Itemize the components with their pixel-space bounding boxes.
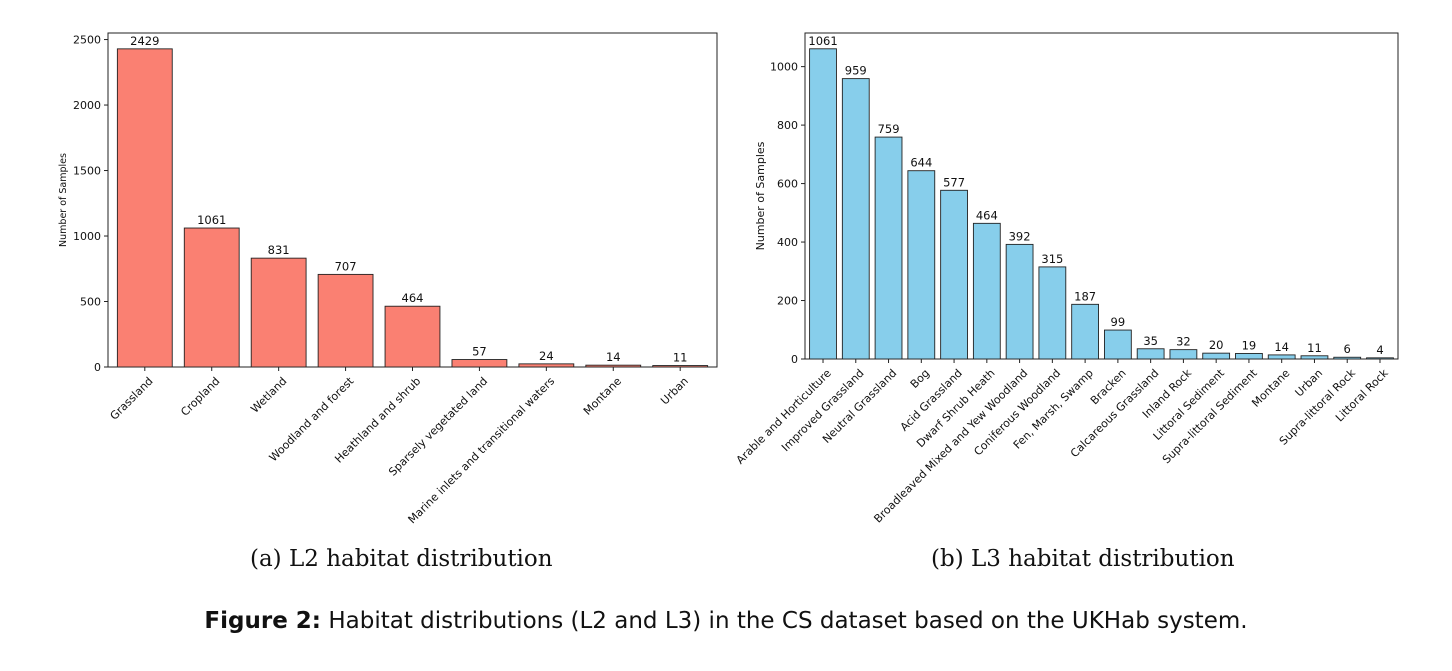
data-label-18: 4 <box>1376 343 1383 357</box>
category-label-8: Montane <box>581 374 624 417</box>
y-tick-label: 2000 <box>73 99 101 112</box>
data-label-1: 2429 <box>130 34 159 48</box>
bar-17 <box>1333 356 1362 360</box>
bar-2 <box>183 227 240 368</box>
category-label-7: Broadleaved Mixed and Yew Woodland <box>871 367 1030 526</box>
data-label-10: 99 <box>1111 315 1126 329</box>
y-tick-label: 0 <box>791 353 798 366</box>
bar-5 <box>384 305 441 368</box>
category-label-1: Grassland <box>108 375 156 423</box>
bar-3 <box>874 136 903 360</box>
bar-9 <box>1071 303 1100 360</box>
data-label-14: 19 <box>1242 338 1257 352</box>
y-tick-label: 1000 <box>73 230 101 243</box>
bar-5 <box>940 189 968 360</box>
bar-18 <box>1366 357 1394 360</box>
figure-caption-text: Habitat distributions (L2 and L3) in the… <box>321 608 1248 634</box>
data-label-13: 20 <box>1209 338 1224 352</box>
data-label-6: 464 <box>976 208 998 222</box>
y-tick-label: 1500 <box>73 165 101 178</box>
figure-label: Figure 2: <box>204 608 322 634</box>
y-tick-label: 1000 <box>770 61 798 74</box>
data-label-3: 759 <box>878 122 900 136</box>
data-label-4: 644 <box>910 156 932 170</box>
y-tick-label: 600 <box>777 178 798 191</box>
bar-16 <box>1300 355 1329 360</box>
bar-7 <box>518 363 575 368</box>
y-tick-label: 2500 <box>73 34 101 47</box>
y-tick-label: 500 <box>80 296 101 309</box>
data-label-12: 32 <box>1176 335 1191 349</box>
category-label-4: Bog <box>908 367 932 391</box>
bar-6 <box>972 222 1001 360</box>
bar-8 <box>585 364 642 368</box>
data-label-9: 11 <box>673 351 688 365</box>
bar-1 <box>809 48 837 360</box>
data-label-8: 315 <box>1041 252 1063 266</box>
data-label-11: 35 <box>1143 334 1158 348</box>
subcaption-l3: (b) L3 habitat distribution <box>931 546 1235 572</box>
data-label-3: 831 <box>268 243 290 257</box>
plot-frame <box>804 32 1399 360</box>
bar-10 <box>1103 329 1132 360</box>
data-label-4: 707 <box>335 259 357 273</box>
y-axis-label: Number of Samples <box>754 141 767 250</box>
bar-7 <box>1005 243 1034 360</box>
figure-caption: Figure 2: Habitat distributions (L2 and … <box>0 608 1452 634</box>
y-tick-label: 400 <box>777 236 798 249</box>
y-tick-label: 200 <box>777 295 798 308</box>
data-label-5: 577 <box>943 175 965 189</box>
bar-3 <box>250 257 307 368</box>
bar-14 <box>1235 352 1263 360</box>
bar-8 <box>1038 266 1067 360</box>
bar-4 <box>907 170 936 360</box>
data-label-7: 392 <box>1009 229 1031 243</box>
y-tick-label: 800 <box>777 119 798 132</box>
bar-9 <box>652 365 709 368</box>
data-label-2: 959 <box>845 64 867 78</box>
category-label-3: Wetland <box>248 375 289 416</box>
data-label-9: 187 <box>1074 289 1096 303</box>
subcaption-l2: (a) L2 habitat distribution <box>250 546 553 572</box>
category-label-2: Cropland <box>178 375 222 419</box>
data-label-15: 14 <box>1274 340 1289 354</box>
bar-12 <box>1169 349 1198 360</box>
bar-6 <box>451 359 508 368</box>
data-label-1: 1061 <box>808 34 837 48</box>
data-label-6: 57 <box>472 345 487 359</box>
category-label-9: Urban <box>658 375 691 408</box>
bar-15 <box>1267 354 1296 360</box>
bar-1 <box>116 48 173 368</box>
data-label-2: 1061 <box>197 213 226 227</box>
bar-11 <box>1136 348 1165 360</box>
category-label-7: Marine inlets and transitional waters <box>406 374 558 526</box>
data-label-16: 11 <box>1307 341 1322 355</box>
bar-4 <box>317 273 374 368</box>
bar-13 <box>1202 352 1231 360</box>
data-label-8: 14 <box>606 350 621 364</box>
y-axis-label: Number of Samples <box>58 153 69 247</box>
data-label-5: 464 <box>402 291 424 305</box>
y-tick-label: 0 <box>94 361 101 374</box>
data-label-17: 6 <box>1344 342 1351 356</box>
data-label-7: 24 <box>539 349 554 363</box>
bar-2 <box>841 78 870 360</box>
